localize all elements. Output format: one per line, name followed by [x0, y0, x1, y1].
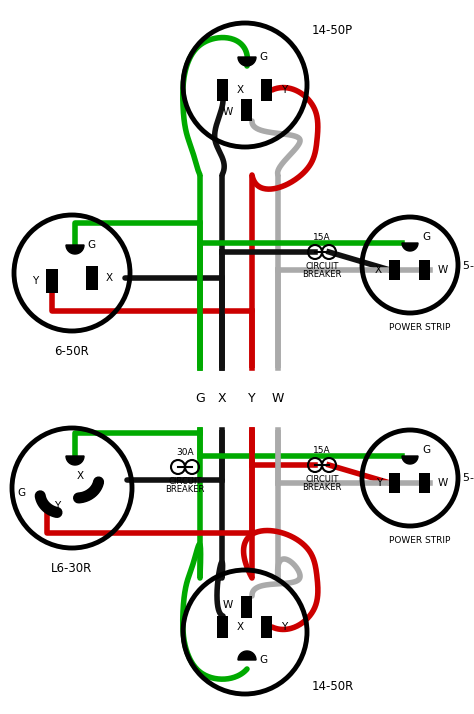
- Text: G: G: [87, 240, 95, 250]
- Polygon shape: [66, 245, 84, 254]
- Text: G: G: [422, 445, 430, 455]
- FancyBboxPatch shape: [241, 596, 253, 618]
- Text: G: G: [422, 232, 430, 242]
- Text: Y: Y: [281, 622, 287, 632]
- Text: POWER STRIP: POWER STRIP: [389, 323, 451, 332]
- FancyBboxPatch shape: [218, 616, 228, 638]
- Text: CIRCUIT: CIRCUIT: [305, 262, 339, 271]
- Text: X: X: [106, 273, 113, 283]
- Text: 6-50R: 6-50R: [55, 345, 90, 358]
- FancyBboxPatch shape: [86, 266, 98, 290]
- Text: 5-15R (x6): 5-15R (x6): [463, 260, 474, 270]
- Text: BREAKER: BREAKER: [165, 485, 205, 494]
- Text: X: X: [218, 391, 226, 405]
- Text: 14-50P: 14-50P: [312, 24, 353, 38]
- Text: G: G: [259, 655, 267, 665]
- FancyBboxPatch shape: [241, 99, 253, 121]
- Polygon shape: [402, 456, 418, 464]
- Text: Y: Y: [32, 276, 38, 286]
- FancyBboxPatch shape: [262, 616, 273, 638]
- FancyBboxPatch shape: [218, 79, 228, 101]
- Text: CIRCUIT: CIRCUIT: [305, 475, 339, 484]
- Text: Y: Y: [376, 478, 382, 488]
- FancyBboxPatch shape: [419, 260, 430, 280]
- Text: W: W: [438, 478, 448, 488]
- FancyBboxPatch shape: [262, 79, 273, 101]
- Text: 5-15R (x6): 5-15R (x6): [463, 473, 474, 483]
- Text: X: X: [237, 85, 244, 95]
- Text: G: G: [17, 488, 25, 498]
- Text: W: W: [272, 391, 284, 405]
- Text: BREAKER: BREAKER: [302, 270, 342, 279]
- Text: Y: Y: [54, 501, 60, 511]
- FancyBboxPatch shape: [390, 260, 401, 280]
- FancyBboxPatch shape: [419, 473, 430, 493]
- Text: 30A: 30A: [176, 448, 194, 457]
- Text: W: W: [438, 265, 448, 275]
- Text: 15A: 15A: [313, 233, 331, 242]
- Text: CIRCUIT: CIRCUIT: [168, 477, 202, 486]
- Polygon shape: [402, 243, 418, 251]
- Text: W: W: [223, 107, 233, 117]
- Text: POWER STRIP: POWER STRIP: [389, 536, 451, 545]
- FancyBboxPatch shape: [46, 269, 58, 293]
- Text: G: G: [259, 52, 267, 62]
- Text: X: X: [375, 265, 382, 275]
- Text: Y: Y: [248, 391, 256, 405]
- Polygon shape: [66, 456, 84, 465]
- Text: BREAKER: BREAKER: [302, 483, 342, 492]
- Text: 15A: 15A: [313, 446, 331, 455]
- Text: W: W: [223, 600, 233, 610]
- Text: X: X: [237, 622, 244, 632]
- Polygon shape: [238, 57, 256, 66]
- Text: 14-50R: 14-50R: [312, 680, 354, 693]
- Text: L6-30R: L6-30R: [51, 562, 92, 575]
- Text: Y: Y: [281, 85, 287, 95]
- Polygon shape: [238, 651, 256, 660]
- Text: X: X: [77, 471, 84, 481]
- Text: G: G: [195, 391, 205, 405]
- FancyBboxPatch shape: [390, 473, 401, 493]
